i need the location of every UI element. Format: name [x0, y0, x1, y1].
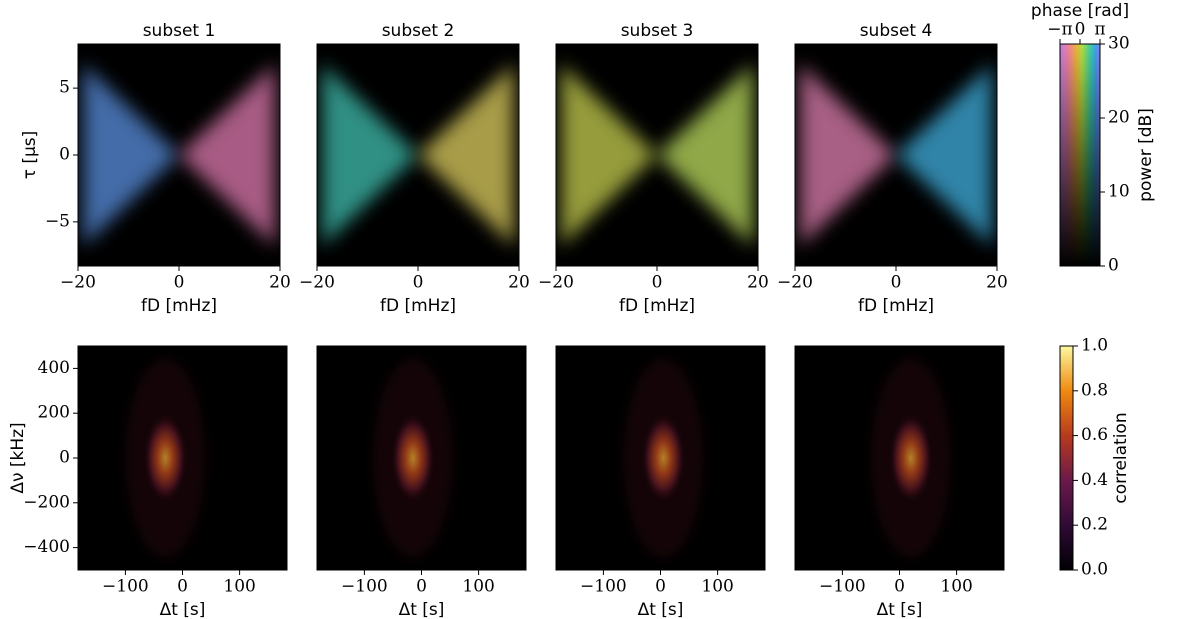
x-axis-label: Δt [s]: [638, 600, 684, 619]
x-tick-label: −100: [102, 577, 149, 597]
image-texture: [125, 358, 206, 558]
colorbar-tick-label: 0.2: [1081, 515, 1108, 535]
panel-title: subset 2: [382, 21, 455, 41]
x-tick-label: 0: [413, 273, 424, 293]
colorbar-top-label: π: [1094, 20, 1105, 40]
x-tick-label: 20: [986, 273, 1008, 293]
panel-title: subset 3: [621, 21, 694, 41]
x-tick-label: −20: [538, 273, 574, 293]
image-texture: [623, 358, 704, 558]
colorbar-tick-label: 30: [1108, 34, 1130, 54]
arc-left: [800, 64, 896, 246]
x-tick-label: 100: [701, 577, 733, 597]
arc-left: [322, 64, 418, 246]
colorbar-frame: [1059, 345, 1074, 571]
colorbar-top-label: 0: [1075, 20, 1086, 40]
image-texture: [870, 358, 951, 558]
x-tick-label: −100: [819, 577, 866, 597]
x-axis-label: fD [mHz]: [141, 296, 217, 316]
x-tick-label: 20: [747, 273, 769, 293]
x-axis-label: fD [mHz]: [858, 296, 934, 316]
arc-right: [179, 64, 275, 246]
x-tick-label: 0: [894, 577, 905, 597]
colorbar-tick-label: 20: [1108, 108, 1130, 128]
panel-title: subset 1: [143, 21, 216, 41]
y-tick-label: 200: [38, 403, 70, 423]
y-tick-label: 0: [59, 145, 70, 165]
image-texture: [561, 64, 753, 246]
colorbar-fill: [1060, 346, 1073, 570]
colorbar-tick-label: 0.4: [1081, 470, 1108, 490]
colorbar-tick-label: 0.8: [1081, 380, 1108, 400]
y-tick-label: 0: [59, 448, 70, 468]
image-texture: [372, 358, 453, 558]
halo: [870, 358, 951, 558]
colorbar-tick-label: 0: [1108, 256, 1119, 276]
x-tick-label: −100: [580, 577, 627, 597]
halo: [125, 358, 206, 558]
x-tick-label: 0: [416, 577, 427, 597]
x-tick-label: −100: [341, 577, 388, 597]
colorbar-tick-label: 10: [1108, 182, 1130, 202]
x-tick-label: −20: [777, 273, 813, 293]
y-axis-label: τ [μs]: [20, 131, 40, 180]
x-tick-label: 0: [655, 577, 666, 597]
y-tick-label: −400: [23, 537, 70, 557]
colorbar-tick-label: 1.0: [1081, 336, 1108, 356]
halo: [372, 358, 453, 558]
arc-left: [83, 64, 179, 246]
y-tick-label: 5: [59, 78, 70, 98]
x-axis-label: Δt [s]: [877, 600, 923, 619]
colorbar-label: correlation: [1111, 412, 1131, 503]
x-tick-label: 0: [174, 273, 185, 293]
colorbar-top-label: −π: [1047, 20, 1072, 40]
x-tick-label: 0: [177, 577, 188, 597]
x-axis-label: fD [mHz]: [619, 296, 695, 316]
arc-left: [561, 64, 657, 246]
halo: [623, 358, 704, 558]
x-tick-label: 100: [462, 577, 494, 597]
colorbar-tick-label: 0.6: [1081, 425, 1108, 445]
x-tick-label: 0: [891, 273, 902, 293]
x-axis-label: fD [mHz]: [380, 296, 456, 316]
x-tick-label: 0: [652, 273, 663, 293]
y-axis-label: Δν [kHz]: [8, 422, 28, 493]
colorbar-label: power [dB]: [1136, 108, 1156, 202]
panel-title: subset 4: [860, 21, 933, 41]
arc-right: [418, 64, 514, 246]
y-tick-label: 400: [38, 358, 70, 378]
x-tick-label: −20: [299, 273, 335, 293]
x-tick-label: 100: [940, 577, 972, 597]
x-tick-label: −20: [60, 273, 96, 293]
image-texture: [800, 64, 992, 246]
x-tick-label: 20: [508, 273, 530, 293]
x-axis-label: Δt [s]: [160, 600, 206, 619]
image-texture: [83, 64, 275, 246]
colorbar-tick-label: 0.0: [1081, 560, 1108, 580]
arc-right: [896, 64, 992, 246]
x-axis-label: Δt [s]: [399, 600, 445, 619]
y-tick-label: −5: [45, 211, 70, 231]
colorbar-top-title: phase [rad]: [1031, 1, 1129, 21]
arc-right: [657, 64, 753, 246]
image-texture: [322, 64, 514, 246]
x-tick-label: 100: [223, 577, 255, 597]
colorbar-shade: [1060, 44, 1100, 266]
y-tick-label: −200: [23, 492, 70, 512]
x-tick-label: 20: [269, 273, 291, 293]
